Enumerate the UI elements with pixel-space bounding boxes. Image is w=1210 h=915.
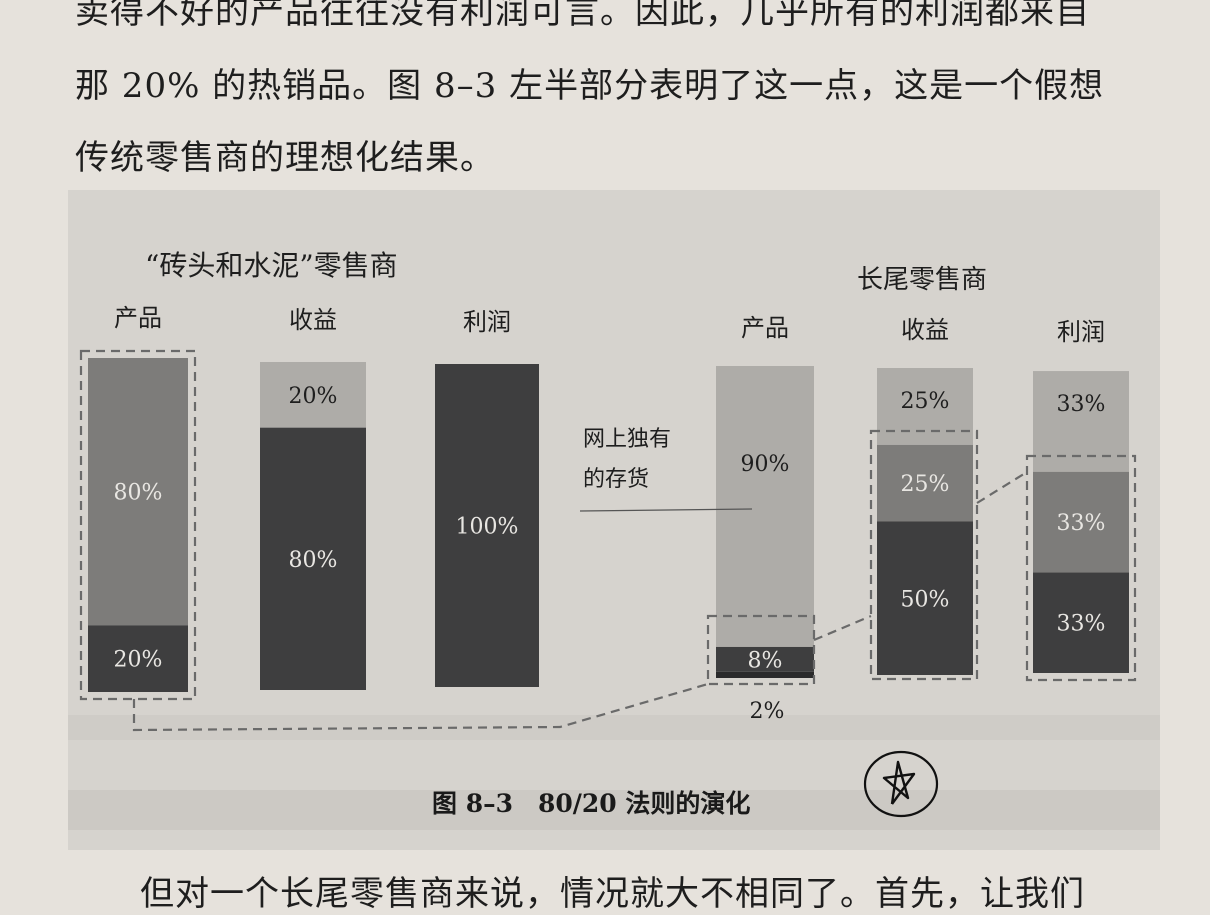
bar-segment bbox=[435, 364, 539, 687]
bar-data-label: 20% bbox=[114, 648, 163, 673]
category-label: 收益 bbox=[901, 316, 949, 344]
highlight-box-tail-profit bbox=[1025, 454, 1137, 682]
bar-segment bbox=[1033, 471, 1129, 573]
bar-data-label: 90% bbox=[741, 452, 790, 477]
figure-caption: 图 8–3 80/20 法则的演化 bbox=[432, 789, 750, 818]
online-only-inventory-annotation: 网上独有 的存货 bbox=[579, 427, 753, 512]
bleed-through-band bbox=[68, 790, 1160, 830]
bar-data-label: 100% bbox=[456, 515, 519, 540]
bars-brick-and-mortar: 20% 80% 产品 80% 20% 收益 100% 利润 bbox=[88, 304, 539, 692]
body-text-line: 传统零售商的理想化结果。 bbox=[75, 138, 495, 178]
bar-data-label: 80% bbox=[289, 548, 338, 573]
bar-segment bbox=[88, 358, 188, 626]
bar-data-label: 33% bbox=[1057, 612, 1106, 637]
annotation-label-line2: 的存货 bbox=[583, 467, 649, 492]
chart-title-brick-and-mortar: “砖头和水泥”零售商 bbox=[145, 249, 398, 282]
category-label: 收益 bbox=[289, 306, 337, 334]
highlight-box-left-products bbox=[79, 349, 197, 701]
connector-left-to-tail bbox=[132, 682, 709, 732]
bar-data-label: 33% bbox=[1057, 392, 1106, 417]
bars-long-tail: 2% 8% 90% 产品 50% 25% 25% 收益 33% 33% 33% 利润 bbox=[716, 314, 1129, 724]
bar-data-label: 25% bbox=[901, 389, 950, 414]
bar-segment bbox=[877, 521, 973, 675]
chart-title-long-tail: 长尾零售商 bbox=[857, 265, 987, 295]
bar-data-label: 25% bbox=[901, 472, 950, 497]
bar-segment bbox=[716, 671, 814, 678]
body-text-line: 但对一个长尾零售商来说，情况就大不相同了。首先，让我们 bbox=[140, 874, 1085, 914]
connector-products-to-revenue bbox=[813, 614, 872, 642]
bar-segment bbox=[716, 646, 814, 672]
bar-segment bbox=[877, 444, 973, 522]
bar-data-label: 50% bbox=[901, 587, 950, 612]
annotation-label-line1: 网上独有 bbox=[583, 427, 671, 452]
category-label: 产品 bbox=[741, 314, 789, 342]
bar-data-label: 8% bbox=[748, 648, 783, 673]
category-label: 利润 bbox=[463, 308, 511, 336]
bar-data-label: 2% bbox=[750, 699, 785, 724]
highlight-box-tail-revenue bbox=[869, 429, 979, 681]
bar-data-label: 80% bbox=[114, 481, 163, 506]
dashed-connectors bbox=[79, 349, 1137, 732]
category-label: 利润 bbox=[1057, 318, 1105, 346]
body-text-line: 那 20% 的热销品。图 8–3 左半部分表明了这一点，这是一个假想 bbox=[75, 66, 1105, 106]
bar-segment bbox=[716, 366, 814, 647]
bar-data-label: 20% bbox=[289, 384, 338, 409]
annotation-pointer-line bbox=[579, 508, 753, 512]
bar-segment bbox=[260, 427, 366, 690]
bar-segment bbox=[1033, 572, 1129, 673]
bar-segment bbox=[260, 362, 366, 428]
category-label: 产品 bbox=[114, 304, 162, 332]
bar-segment bbox=[88, 625, 188, 692]
highlight-box-tail-products bbox=[706, 614, 816, 686]
bar-data-label: 33% bbox=[1057, 511, 1106, 536]
body-text-line: 卖得不好的产品往往没有利润可言。因此，几乎所有的利润都来自 bbox=[75, 0, 1090, 32]
bleed-through-band bbox=[68, 715, 1160, 740]
connector-revenue-to-profit bbox=[976, 471, 1028, 504]
handwritten-star-mark bbox=[863, 750, 939, 818]
